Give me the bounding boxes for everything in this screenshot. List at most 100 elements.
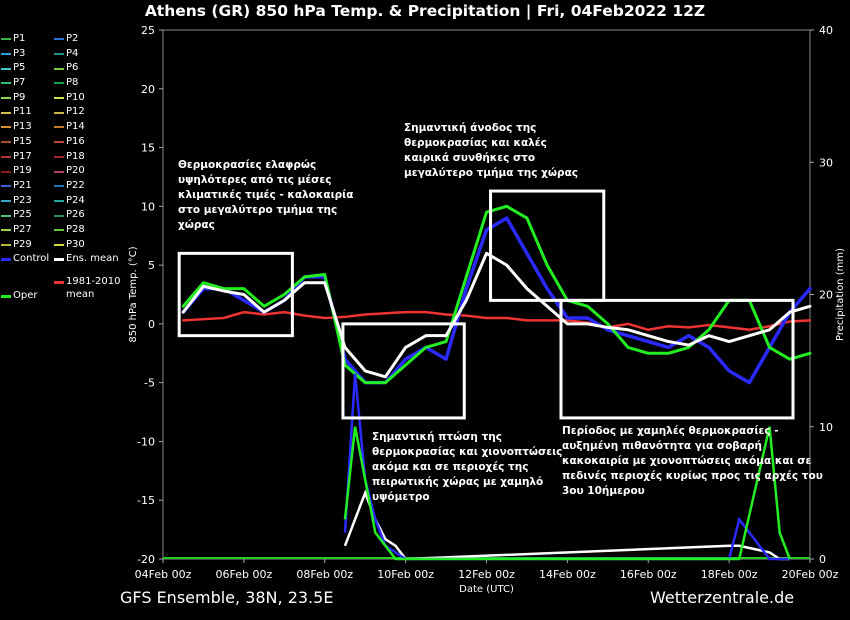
- legend-swatch: [54, 126, 64, 129]
- legend-swatch: [1, 111, 11, 114]
- legend-label: Ens. mean: [66, 253, 119, 265]
- legend-item-p14: P14: [54, 120, 121, 135]
- legend-item-p1: P1: [1, 32, 49, 47]
- legend-label: P19: [13, 165, 32, 177]
- legend-item-p8: P8: [54, 76, 121, 91]
- legend-item-p6: P6: [54, 61, 121, 76]
- x-tick-label: 16Feb 00z: [620, 568, 677, 581]
- legend-swatch: [54, 185, 64, 188]
- legend-swatch: [1, 229, 11, 232]
- legend-swatch: [54, 199, 64, 202]
- legend-swatch: [54, 280, 64, 284]
- legend-swatch: [54, 229, 64, 232]
- legend-item-p10: P10: [54, 91, 121, 106]
- legend-label: P23: [13, 194, 32, 206]
- legend-swatch: [1, 97, 11, 100]
- legend-item-p18: P18: [54, 150, 121, 165]
- legend-item-p26: P26: [54, 208, 121, 223]
- legend-label: P8: [66, 77, 79, 89]
- legend-label: P24: [66, 194, 85, 206]
- legend-label: P17: [13, 150, 32, 162]
- y-tick-label: -20: [137, 553, 155, 566]
- footer-source: GFS Ensemble, 38N, 23.5E: [120, 588, 334, 607]
- annotation-box: [559, 298, 795, 420]
- legend-swatch: [54, 214, 64, 217]
- legend-swatch: [54, 97, 64, 100]
- legend-item-oper: Oper: [1, 289, 49, 304]
- legend-label: P11: [13, 106, 32, 118]
- legend-swatch: [1, 258, 11, 262]
- y2-tick-label: 20: [819, 289, 833, 302]
- legend-swatch: [1, 38, 11, 41]
- legend-label: 1981-2010: [66, 276, 121, 287]
- legend-label: P21: [13, 179, 32, 191]
- y2-tick-label: 30: [819, 156, 833, 169]
- legend-label: P16: [66, 135, 85, 147]
- legend-label: P10: [66, 91, 85, 103]
- legend-swatch: [54, 67, 64, 70]
- x-tick-label: 14Feb 00z: [539, 568, 596, 581]
- precip-oper: [343, 426, 791, 561]
- legend-item-p11: P11: [1, 105, 49, 120]
- legend-item-p27: P27: [1, 223, 49, 238]
- legend-label: P25: [13, 209, 32, 221]
- legend-swatch: [1, 199, 11, 202]
- y-tick-label: 5: [148, 259, 155, 272]
- legend-label: P27: [13, 223, 32, 235]
- legend-swatch: [54, 111, 64, 114]
- legend-item-p20: P20: [54, 164, 121, 179]
- legend-label: P3: [13, 47, 26, 59]
- series-clim-mean: [181, 310, 812, 332]
- x-tick-label: 08Feb 00z: [296, 568, 353, 581]
- x-tick-label: 12Feb 00z: [458, 568, 515, 581]
- annotation-box: [341, 322, 466, 420]
- legend-label: P4: [66, 47, 79, 59]
- legend-item-p5: P5: [1, 61, 49, 76]
- y2-tick-label: 0: [819, 553, 826, 566]
- legend-label: P18: [66, 150, 85, 162]
- legend-item-p21: P21: [1, 179, 49, 194]
- chart-title: Athens (GR) 850 hPa Temp. & Precipitatio…: [144, 2, 706, 20]
- annotation-rise: Σημαντική άνοδος της θερμοκρασίας και καλ…: [404, 122, 579, 179]
- legend-item-p9: P9: [1, 91, 49, 106]
- legend-label: P28: [66, 223, 85, 235]
- y-tick-label: -15: [137, 494, 155, 507]
- legend-label: P13: [13, 121, 32, 133]
- legend-swatch: [1, 214, 11, 217]
- x-tick-label: 18Feb 00z: [701, 568, 758, 581]
- legend-label: Oper: [13, 290, 38, 301]
- legend-label: P15: [13, 135, 32, 147]
- legend-label: P5: [13, 62, 26, 74]
- legend-swatch: [54, 82, 64, 85]
- legend-column-left: P1 P3 P5 P7 P9 P11 P13 P15 P17 P19 P21 P23 P25 P27 P29…: [1, 32, 49, 304]
- legend-label: P9: [13, 91, 26, 103]
- legend-item-p19: P19: [1, 164, 49, 179]
- series-oper: [181, 204, 812, 385]
- legend-item-p4: P4: [54, 47, 121, 62]
- series-ens-mean: [181, 251, 812, 379]
- legend-item-p30: P30: [54, 238, 121, 253]
- legend-swatch: [54, 38, 64, 41]
- legend-item-p25: P25: [1, 208, 49, 223]
- legend-swatch: [1, 126, 11, 129]
- legend-swatch: [54, 243, 64, 246]
- legend-label: Control: [13, 253, 50, 265]
- y-tick-label: 10: [141, 200, 155, 213]
- legend-label: P7: [13, 77, 26, 89]
- annotation-drop: Σημαντική πτώση της θερμοκρασίας και χιον…: [372, 431, 563, 503]
- y-axis-label: 850 hPa Temp. (°C): [128, 246, 139, 342]
- legend-label: P6: [66, 62, 79, 74]
- x-tick-label: 06Feb 00z: [216, 568, 273, 581]
- legend-item-p13: P13: [1, 120, 49, 135]
- y-tick-label: 20: [141, 83, 155, 96]
- legend-label: P22: [66, 179, 85, 191]
- legend-label: P12: [66, 106, 85, 118]
- legend-swatch: [1, 185, 11, 188]
- x-tick-label: 10Feb 00z: [377, 568, 434, 581]
- legend-label: P20: [66, 165, 85, 177]
- footer-site: Wetterzentrale.de: [650, 588, 795, 607]
- legend-swatch: [1, 294, 11, 298]
- x-tick-label: 20Feb 00z: [782, 568, 839, 581]
- legend-item-p7: P7: [1, 76, 49, 91]
